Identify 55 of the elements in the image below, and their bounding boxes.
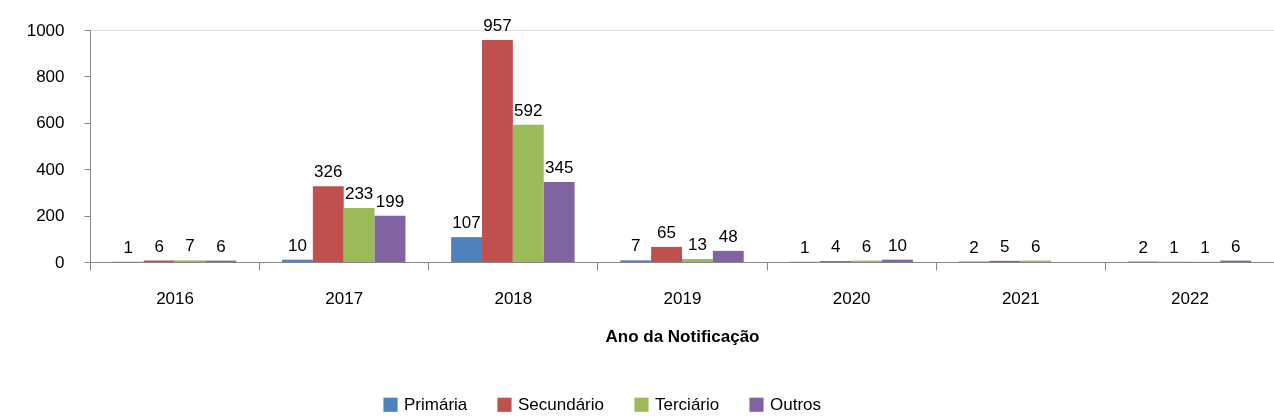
- x-tick-label: 2017: [325, 288, 364, 308]
- bar: [343, 207, 375, 262]
- legend-label: Secundário: [518, 394, 605, 414]
- data-label: 65: [657, 222, 677, 242]
- data-label: 1: [123, 237, 134, 257]
- y-tick-label: 1000: [26, 20, 65, 40]
- bar: [651, 246, 682, 262]
- bar: [512, 124, 544, 262]
- data-label: 1: [1169, 237, 1179, 257]
- data-label: 7: [630, 236, 641, 256]
- legend-label: Primária: [404, 394, 468, 414]
- bar: [682, 258, 713, 262]
- data-label: 7: [185, 236, 195, 256]
- x-tick-label: 2016: [156, 288, 194, 308]
- data-label: 1: [1200, 237, 1210, 257]
- data-label: 6: [1230, 236, 1241, 256]
- data-label: 345: [544, 157, 574, 177]
- data-label: 957: [483, 15, 512, 35]
- data-label: 10: [887, 235, 907, 255]
- x-tick-label: 2022: [1171, 288, 1209, 308]
- bar: [543, 181, 575, 262]
- bar: [374, 215, 406, 262]
- bar: [312, 186, 344, 262]
- data-label: 6: [1030, 236, 1041, 256]
- data-label: 13: [687, 234, 707, 254]
- x-tick-label: 2020: [832, 288, 871, 308]
- y-tick-label: 0: [55, 252, 65, 272]
- x-tick-label: 2018: [494, 288, 533, 308]
- y-tick-label: 800: [36, 66, 65, 86]
- y-tick-label: 600: [36, 113, 65, 133]
- bar: [451, 237, 482, 262]
- y-tick-label: 400: [36, 159, 65, 179]
- data-label: 326: [314, 162, 343, 182]
- data-label: 592: [514, 100, 543, 120]
- data-label: 199: [375, 191, 405, 211]
- bar: [481, 39, 513, 262]
- data-label: 2: [1138, 237, 1148, 257]
- data-label: 1: [800, 237, 810, 257]
- y-tick-label: 200: [36, 206, 65, 226]
- data-label: 5: [1000, 236, 1010, 256]
- data-label: 107: [452, 213, 481, 233]
- x-tick-label: 2021: [1001, 288, 1040, 308]
- data-label: 6: [216, 236, 226, 256]
- x-tick-label: 2019: [663, 288, 702, 308]
- data-label: 6: [154, 236, 164, 256]
- data-label: 233: [344, 183, 374, 203]
- data-label: 2: [969, 237, 979, 257]
- data-label: 48: [718, 226, 738, 246]
- legend-label: Outros: [770, 394, 822, 414]
- data-label: 6: [861, 236, 872, 256]
- data-label: 4: [830, 237, 841, 257]
- legend-label: Terciário: [655, 394, 720, 414]
- bar: [712, 250, 744, 262]
- data-label: 10: [287, 235, 307, 255]
- x-axis-title: Ano da Notificação: [605, 326, 760, 346]
